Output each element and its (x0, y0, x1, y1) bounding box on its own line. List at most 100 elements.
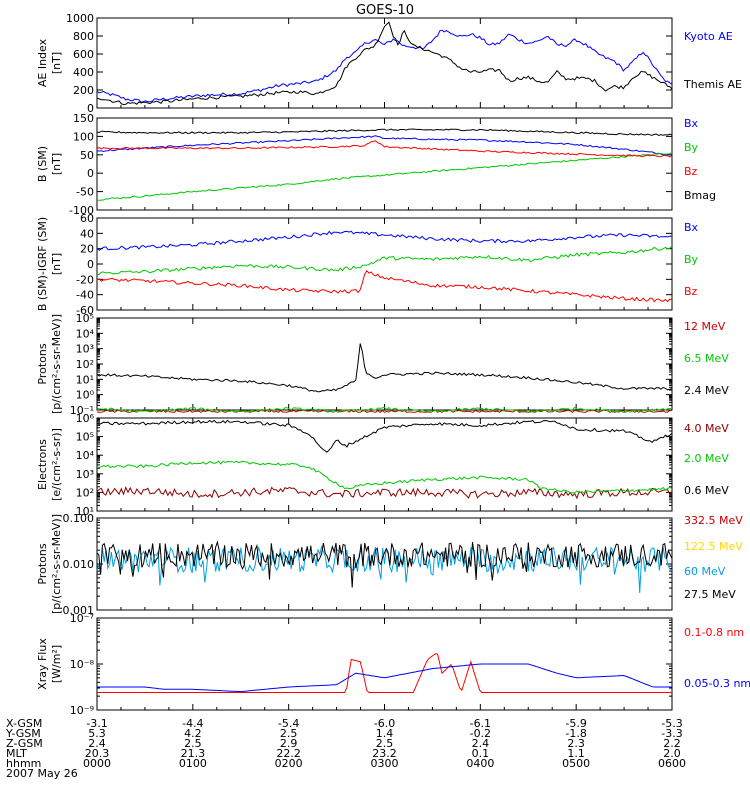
orbit-cell: -5.3 (661, 717, 682, 730)
bsm_igrf-ytick-label: -20 (76, 273, 94, 286)
orbit-cell: 0600 (658, 757, 686, 770)
electrons-legend-0-6-mev: 0.6 MeV (684, 484, 729, 497)
bsm-legend-bmag: Bmag (684, 189, 716, 202)
ae-series-kyoto-ae (96, 29, 673, 103)
protons_high-ytick-label: 0.010 (63, 558, 95, 571)
bsm_igrf-series-bx (96, 230, 673, 251)
orbit-cell: 2.5 (184, 737, 202, 750)
electrons-ylabel-line: [e/(cm²-s-sr)] (50, 428, 63, 501)
orbit-cell: 0300 (371, 757, 399, 770)
ae-ylabel-line: [nT] (50, 52, 63, 74)
bsm-legend-bz: Bz (684, 165, 698, 178)
xray-series-0-1-0-8-nm (97, 653, 672, 693)
electrons-series-2-0-mev (96, 460, 673, 494)
bsm-series-bz (96, 140, 673, 158)
ae-frame (96, 17, 673, 109)
protons_low-ytick-label: 10³ (76, 343, 94, 356)
ae-ytick-label: 400 (73, 66, 94, 79)
bsm-ytick-label: 100 (73, 130, 94, 143)
chart-title: GOES-10 (356, 3, 414, 18)
orbit-cell: 5.3 (88, 727, 106, 740)
bsm-series-bx (96, 135, 673, 156)
xray-ylabel-line: [W/m²] (50, 645, 63, 683)
bsm_igrf-legend-bz: Bz (684, 285, 698, 298)
ae-legend-kyoto-ae: Kyoto AE (684, 30, 733, 43)
bsm-series-by (96, 151, 673, 201)
orbit-cell: -6.0 (374, 717, 395, 730)
orbit-cell: -0.2 (470, 727, 491, 740)
protons_low-legend-12-mev: 12 MeV (684, 320, 726, 333)
electrons-legend-2-0-mev: 2.0 MeV (684, 452, 729, 465)
ae-ytick-label: 800 (73, 30, 94, 43)
electrons-legend-4-0-mev: 4.0 MeV (684, 422, 729, 435)
orbit-cell: 0000 (83, 757, 111, 770)
protons_high-legend-27-5-mev: 27.5 MeV (684, 588, 736, 601)
orbit-cell: 0500 (562, 757, 590, 770)
orbit-table: X-GSM -3.1 -4.4 -5.4 -6.0 -6.1 -5.9 -5.3 Y-GSM 5.… (5, 717, 686, 770)
bsm-ytick-label: 50 (80, 149, 94, 162)
electrons-ylabel-line: Electrons (36, 439, 49, 490)
orbit-cell: -3.3 (661, 727, 682, 740)
protons_high-ylabel-line: [p/(cm²-s-sr-MeV)] (50, 514, 63, 614)
orbit-cell: 2.4 (472, 737, 490, 750)
bsm-ylabel-line: B (SM) (36, 146, 49, 182)
bsm-ytick-label: -100 (69, 204, 94, 217)
xray-ytick-label: 10⁻⁷ (70, 612, 94, 625)
orbit-cell: 4.2 (184, 727, 202, 740)
bsm_igrf-ytick-label: 20 (80, 243, 94, 256)
orbit-cell: -3.1 (86, 717, 107, 730)
bsm-ytick-label: 0 (87, 167, 94, 180)
xray-frame (96, 617, 673, 711)
orbit-cell: 1.1 (567, 747, 585, 760)
protons_high-series-27-5-mev (96, 540, 673, 588)
orbit-cell: 0.1 (472, 747, 490, 760)
protons_low-ytick-label: 10⁴ (76, 327, 95, 340)
protons_low-ylabel-line: [p/(cm²-s-sr-MeV)] (50, 314, 63, 414)
orbit-row-label: hhmm (6, 757, 41, 770)
orbit-cell: -1.8 (565, 727, 586, 740)
protons_high-legend-122-5-mev: 122.5 MeV (684, 540, 743, 553)
orbit-cell: 20.3 (85, 747, 110, 760)
bsm_igrf-ytick-label: -40 (76, 289, 94, 302)
protons_low-frame (96, 317, 673, 411)
orbit-row-label: MLT (6, 747, 27, 760)
bsm_igrf-series-bz (96, 269, 673, 303)
orbit-cell: -6.1 (470, 717, 491, 730)
ae-series-themis-ae (96, 21, 673, 106)
ae-ytick-label: 200 (73, 84, 94, 97)
xray-ytick-label: 10⁻⁸ (70, 658, 95, 671)
ae-ytick-label: 1000 (66, 12, 94, 25)
bsm_igrf-legend-by: By (684, 253, 699, 266)
orbit-cell: 22.2 (276, 747, 301, 760)
protons_low-legend-6-5-mev: 6.5 MeV (684, 352, 729, 365)
electrons-ytick-label: 10⁶ (76, 412, 95, 425)
bsm-ylabel-line: [nT] (50, 153, 63, 175)
electrons-ytick-label: 10¹ (76, 505, 94, 518)
orbit-cell: 2.0 (663, 747, 681, 760)
protons_low-ylabel-line: Protons (36, 343, 49, 384)
orbit-cell: 2.5 (376, 737, 394, 750)
orbit-cell: 0100 (179, 757, 207, 770)
electrons-ytick-label: 10² (76, 486, 94, 499)
ae-ylabel-line: AE Index (36, 38, 49, 87)
protons_low-series-12-mev (96, 409, 673, 413)
date-label: 2007 May 26 (6, 767, 78, 780)
bsm-legend-bx: Bx (684, 117, 699, 130)
electrons-ytick-label: 10⁴ (76, 449, 95, 462)
electrons-ytick-label: 10⁵ (76, 431, 94, 444)
protons_high-ylabel-line: Protons (36, 543, 49, 584)
orbit-cell: 2.3 (567, 737, 585, 750)
orbit-cell: 2.2 (663, 737, 681, 750)
protons_low-ytick-label: 10⁰ (76, 389, 95, 402)
orbit-cell: -5.9 (565, 717, 586, 730)
protons_high-legend-60-mev: 60 MeV (684, 565, 726, 578)
orbit-cell: -4.4 (182, 717, 203, 730)
orbit-cell: 2.4 (88, 737, 106, 750)
xray-ytick-label: 10⁻⁹ (70, 704, 94, 717)
ae-legend-themis-ae: Themis AE (683, 78, 742, 91)
protons_low-series-2-4-mev (96, 343, 673, 393)
bsm-legend-by: By (684, 141, 699, 154)
ae-ytick-label: 0 (87, 102, 94, 115)
bsm-ytick-label: 150 (73, 112, 94, 125)
